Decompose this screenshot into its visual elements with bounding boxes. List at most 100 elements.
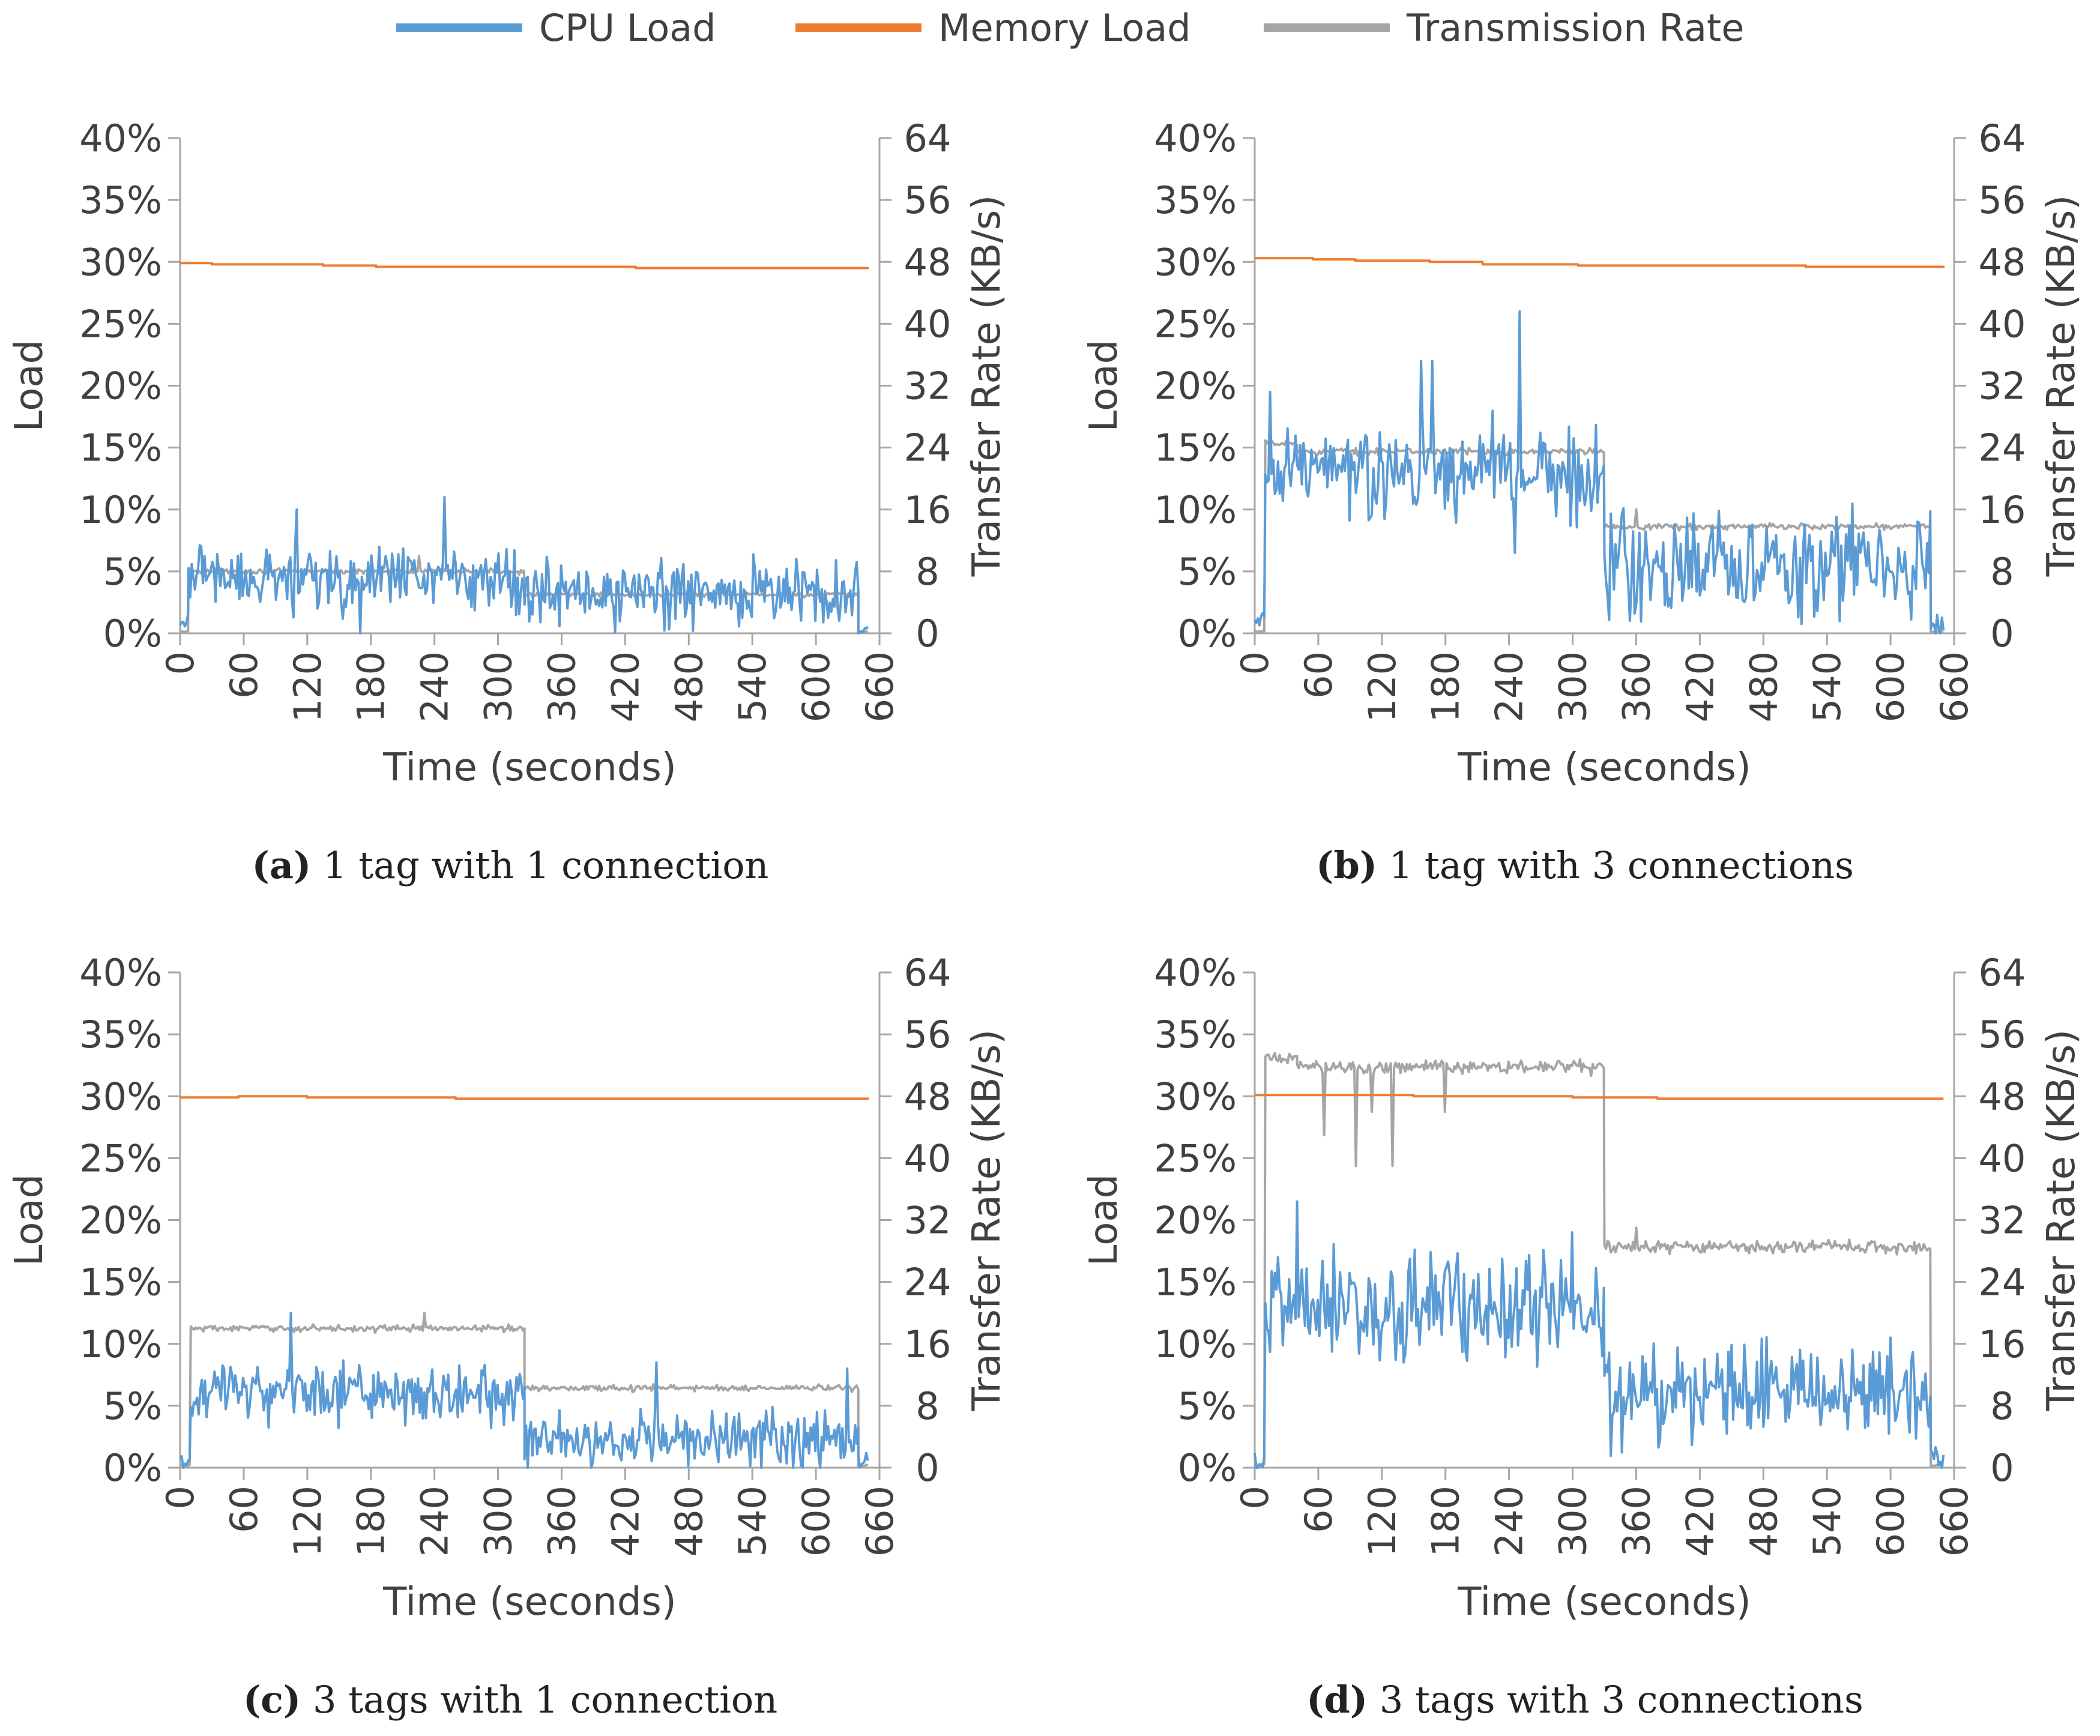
legend-label-transmission-rate: Transmission Rate: [1407, 5, 1745, 50]
x-tick-label: 420: [1678, 651, 1722, 722]
series-line-cpu-load: [179, 496, 869, 634]
series-line-cpu-load: [179, 1312, 869, 1469]
series-line-memory-load: [180, 1095, 869, 1100]
caption-c-label: (c): [243, 1678, 301, 1722]
y-axis-title: Load: [1082, 1174, 1126, 1267]
caption-b-label: (b): [1316, 843, 1378, 887]
y-tick-label: 35%: [1154, 178, 1237, 222]
y2-tick-label: 8: [1990, 1384, 2014, 1428]
y-tick-label: 25%: [1154, 302, 1237, 346]
y2-tick-label: 0: [916, 612, 939, 656]
caption-d: (d) 3 tags with 3 connections: [1075, 1678, 2095, 1722]
chart-d-svg: 0% 5% 10% 15% 20% 25% 30% 35% 40% 0 8 16 24 32 40 48 56 6…: [1082, 951, 2084, 1624]
y2-tick-label: 32: [1979, 1199, 2026, 1243]
x-tick-label: 480: [667, 651, 711, 722]
y-axis-title: Load: [7, 1174, 52, 1267]
y2-tick-label: 24: [904, 1261, 952, 1304]
x-tick-label: 180: [349, 651, 393, 722]
caption-b-text: 1 tag with 3 connections: [1389, 843, 1854, 887]
chart-panel-c: 0% 5% 10% 15% 20% 25% 30% 35% 40% 0 8 16 24 32 40 48 56 6…: [0, 936, 1021, 1735]
x-tick-label: 480: [1742, 1486, 1785, 1557]
x-tick-label: 60: [1297, 1486, 1341, 1533]
x-tick-label: 540: [1805, 1486, 1849, 1557]
y2-tick-label: 64: [1979, 116, 2026, 160]
legend-swatch-memory-load: [795, 23, 922, 32]
y-tick-label: 5%: [103, 550, 162, 594]
y-tick-label: 15%: [1154, 1261, 1237, 1304]
y-tick-label: 25%: [1154, 1136, 1237, 1180]
y2-tick-label: 40: [904, 1136, 952, 1180]
x-tick-label: 180: [1424, 1486, 1468, 1557]
y2-tick-label: 56: [904, 178, 952, 222]
y2-tick-label: 24: [1979, 426, 2026, 470]
y2-tick-label: 8: [1990, 550, 2014, 594]
y-tick-label: 20%: [79, 1199, 162, 1243]
caption-a: (a) 1 tag with 1 connection: [0, 843, 1021, 887]
x-tick-label: 480: [667, 1486, 711, 1557]
x-tick-label: 60: [222, 1486, 266, 1533]
caption-c-text: 3 tags with 1 connection: [312, 1678, 778, 1722]
x-tick-label: 360: [540, 651, 584, 722]
y-tick-label: 30%: [79, 240, 162, 284]
x-tick-label: 480: [1742, 651, 1785, 722]
x-tick-label: 600: [1869, 1486, 1913, 1557]
y2-tick-label: 40: [904, 302, 952, 346]
x-tick-label: 420: [1678, 1486, 1722, 1557]
y-axis-title: Load: [7, 340, 52, 432]
y2-tick-label: 16: [904, 1322, 952, 1366]
y-tick-label: 30%: [79, 1074, 162, 1118]
x-tick-label: 420: [603, 1486, 647, 1557]
series-line-memory-load: [1255, 257, 1945, 268]
y2-tick-label: 0: [1990, 612, 2014, 656]
x-tick-label: 360: [1614, 1486, 1658, 1557]
chart-legend: CPU Load Memory Load Transmission Rate: [0, 0, 2100, 60]
x-tick-label: 120: [286, 1486, 330, 1557]
y-tick-label: 40%: [79, 116, 162, 160]
legend-swatch-transmission-rate: [1264, 23, 1390, 32]
y2-tick-label: 64: [904, 951, 952, 995]
caption-a-label: (a): [252, 843, 312, 887]
caption-c: (c) 3 tags with 1 connection: [0, 1678, 1021, 1722]
y-tick-label: 0%: [103, 1446, 162, 1490]
chart-a-svg: 0% 5% 10% 15% 20% 25% 30% 35% 40% 0 8 16 24 32 40 48 56 6…: [7, 116, 1009, 790]
y-tick-label: 30%: [1154, 1074, 1237, 1118]
x-tick-label: 240: [1488, 651, 1531, 722]
series-line-cpu-load: [1254, 1200, 1945, 1469]
y-tick-label: 40%: [79, 951, 162, 995]
x-axis-title: Time (seconds): [382, 746, 677, 790]
x-tick-label: 300: [1551, 651, 1595, 722]
y2-tick-label: 16: [1979, 488, 2026, 532]
y2-tick-label: 24: [1979, 1261, 2026, 1304]
series-line-transmission-rate: [1254, 1052, 1944, 1467]
x-tick-label: 660: [1933, 651, 1976, 722]
chart-panel-b: 0% 5% 10% 15% 20% 25% 30% 35% 40% 0 8 16 24 32 40 48 56 6…: [1075, 102, 2095, 900]
y2-tick-label: 40: [1979, 1136, 2026, 1180]
x-tick-label: 360: [540, 1486, 584, 1557]
x-tick-label: 600: [794, 1486, 838, 1557]
y-tick-label: 35%: [79, 1013, 162, 1056]
y2-tick-label: 8: [916, 1384, 939, 1428]
chart-c-svg: 0% 5% 10% 15% 20% 25% 30% 35% 40% 0 8 16 24 32 40 48 56 6…: [7, 951, 1009, 1624]
series-line-memory-load: [1255, 1094, 1944, 1100]
chart-panel-a: 0% 5% 10% 15% 20% 25% 30% 35% 40% 0 8 16 24 32 40 48 56 6…: [0, 102, 1021, 900]
x-tick-label: 120: [1360, 1486, 1404, 1557]
x-tick-label: 120: [286, 651, 330, 722]
x-tick-label: 60: [222, 651, 266, 699]
x-tick-label: 420: [603, 651, 647, 722]
y-tick-label: 40%: [1154, 116, 1237, 160]
legend-item-transmission-rate: Transmission Rate: [1264, 5, 1745, 50]
x-tick-label: 0: [1233, 651, 1277, 675]
x-tick-label: 540: [731, 651, 774, 722]
caption-d-label: (d): [1306, 1678, 1368, 1722]
x-tick-label: 660: [858, 1486, 902, 1557]
y2-axis-title: Transfer Rate (KB/s): [965, 195, 1009, 577]
y-tick-label: 15%: [1154, 426, 1237, 470]
y2-tick-label: 64: [904, 116, 952, 160]
x-tick-label: 300: [477, 651, 520, 722]
y-tick-label: 5%: [1178, 1384, 1237, 1428]
y-tick-label: 0%: [1178, 612, 1237, 656]
y2-tick-label: 24: [904, 426, 952, 470]
legend-swatch-cpu-load: [396, 23, 522, 32]
y2-tick-label: 16: [1979, 1322, 2026, 1366]
x-tick-label: 120: [1360, 651, 1404, 722]
